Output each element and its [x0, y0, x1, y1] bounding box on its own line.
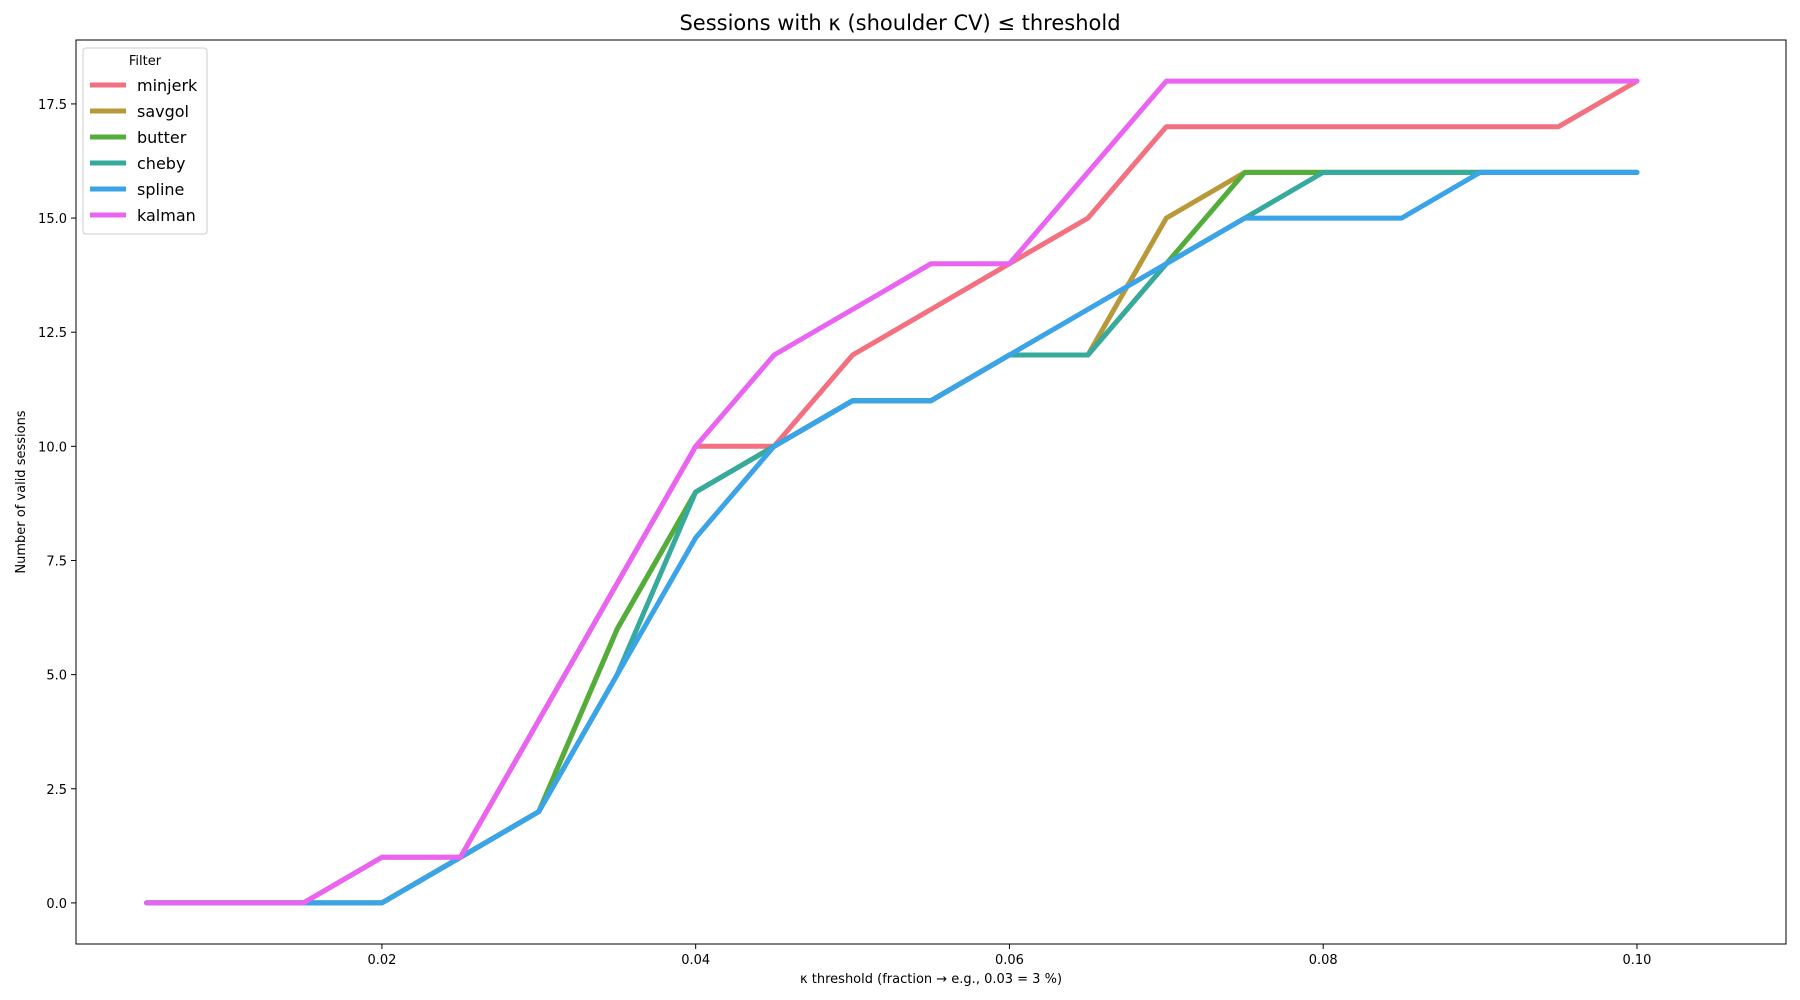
chart-title: Sessions with κ (shoulder CV) ≤ threshol…: [679, 11, 1120, 35]
legend-label-savgol: savgol: [137, 102, 189, 121]
x-tick-label: 0.10: [1622, 953, 1651, 968]
x-axis: 0.02 0.04 0.06 0.08 0.10: [367, 944, 1651, 968]
legend-title: Filter: [129, 54, 162, 69]
y-tick-label: 0.0: [46, 897, 67, 912]
x-tick-label: 0.06: [995, 953, 1024, 968]
legend-label-butter: butter: [137, 128, 187, 147]
y-tick-label: 10.0: [38, 440, 67, 455]
legend-label-minjerk: minjerk: [137, 76, 198, 95]
y-axis-label: Number of valid sessions: [14, 410, 29, 573]
series-line-kalman: [144, 78, 1640, 906]
legend: Filter minjerk savgol butter cheby spline kal…: [82, 47, 208, 235]
y-tick-label: 7.5: [46, 554, 67, 569]
x-tick-label: 0.04: [681, 953, 710, 968]
y-tick-label: 15.0: [38, 212, 67, 227]
series-line-cheby: [144, 169, 1640, 906]
y-tick-label: 12.5: [38, 326, 67, 341]
y-tick-label: 17.5: [38, 98, 67, 113]
series-line-butter: [144, 169, 1640, 906]
x-axis-label: κ threshold (fraction → e.g., 0.03 = 3 %…: [800, 972, 1062, 987]
legend-label-cheby: cheby: [137, 154, 185, 173]
y-tick-label: 2.5: [46, 783, 67, 798]
series-line-minjerk: [144, 78, 1640, 906]
legend-label-spline: spline: [137, 180, 184, 199]
series-line-spline: [144, 169, 1640, 906]
y-tick-label: 5.0: [46, 669, 67, 684]
x-tick-label: 0.02: [367, 953, 396, 968]
plot-frame: [75, 39, 1787, 945]
x-tick-label: 0.08: [1309, 953, 1338, 968]
series-lines: [144, 78, 1640, 906]
legend-label-kalman: kalman: [137, 206, 196, 225]
y-axis: 0.0 2.5 5.0 7.5 10.0 12.5 15.0 17.5: [38, 98, 76, 912]
series-line-savgol: [144, 169, 1640, 906]
